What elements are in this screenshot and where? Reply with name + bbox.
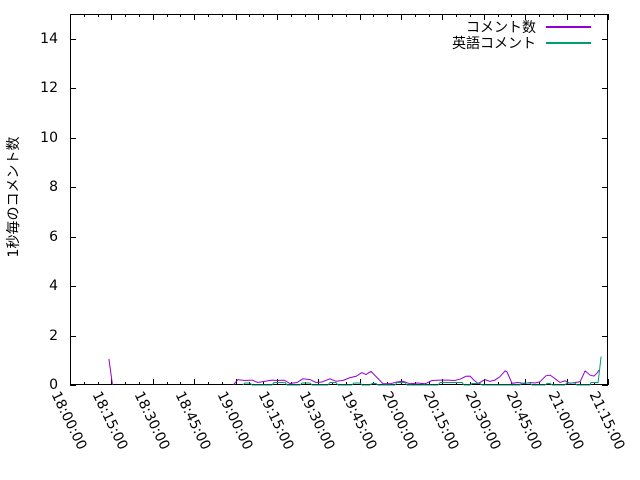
y-tick-label: 12 [40,80,58,97]
y-tick-label: 6 [49,228,58,245]
y-tick-label: 4 [49,278,58,295]
y-tick-label: 10 [40,129,58,146]
y-tick-label: 14 [40,30,58,47]
legend-line-swatch [546,42,591,44]
legend-line-swatch [546,26,591,28]
legend-label: 英語コメント [452,36,536,52]
y-tick-label: 2 [49,327,58,344]
y-tick-label: 0 [49,377,58,393]
y-tick-label: 8 [49,179,58,196]
series-line-0 [108,358,113,386]
legend-item: 英語コメント [452,35,591,52]
series-line-1 [242,356,602,386]
legend-item: コメント数 [452,19,591,36]
legend-label: コメント数 [466,20,536,36]
legend: コメント数 英語コメント [452,19,591,52]
tick-marks [70,14,609,386]
plot-border [70,14,608,385]
axis-ticks [70,14,609,386]
series-line-0 [232,369,600,386]
series-lines [108,356,602,386]
